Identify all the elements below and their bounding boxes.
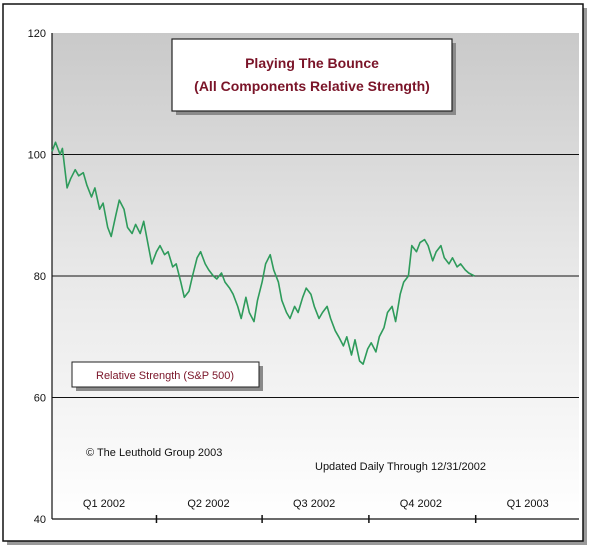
y-tick-label: 120	[28, 28, 46, 40]
x-tick-label: Q3 2002	[293, 498, 335, 510]
series-line-relative-strength	[51, 141, 475, 365]
legend-box: Relative Strength (S&P 500)	[71, 361, 263, 391]
copyright-annotation: © The Leuthold Group 2003	[86, 447, 222, 459]
y-tick-label: 40	[34, 514, 46, 526]
x-axis-ticks: Q1 2002 Q2 2002 Q3 2002 Q4 2002 Q1 2003	[83, 498, 549, 523]
x-tick-label: Q4 2002	[400, 498, 442, 510]
title-box-frame	[171, 38, 453, 112]
legend-box-frame	[71, 361, 260, 388]
x-tick-label: Q2 2002	[187, 498, 229, 510]
title-box: Playing The Bounce (All Components Relat…	[171, 38, 456, 115]
x-tick-label: Q1 2002	[83, 498, 125, 510]
legend-entry: Relative Strength (S&P 500)	[96, 370, 234, 382]
y-tick-label: 80	[34, 271, 46, 283]
chart-subtitle: (All Components Relative Strength)	[194, 78, 430, 94]
y-axis-ticks: 120 100 80 60 40	[28, 28, 46, 526]
y-tick-label: 100	[28, 150, 46, 162]
chart-title: Playing The Bounce	[245, 55, 379, 71]
gridlines	[52, 154, 579, 398]
series-layer	[51, 141, 475, 365]
updated-annotation: Updated Daily Through 12/31/2002	[315, 461, 486, 473]
y-tick-label: 60	[34, 393, 46, 405]
x-tick-label: Q1 2003	[507, 498, 549, 510]
